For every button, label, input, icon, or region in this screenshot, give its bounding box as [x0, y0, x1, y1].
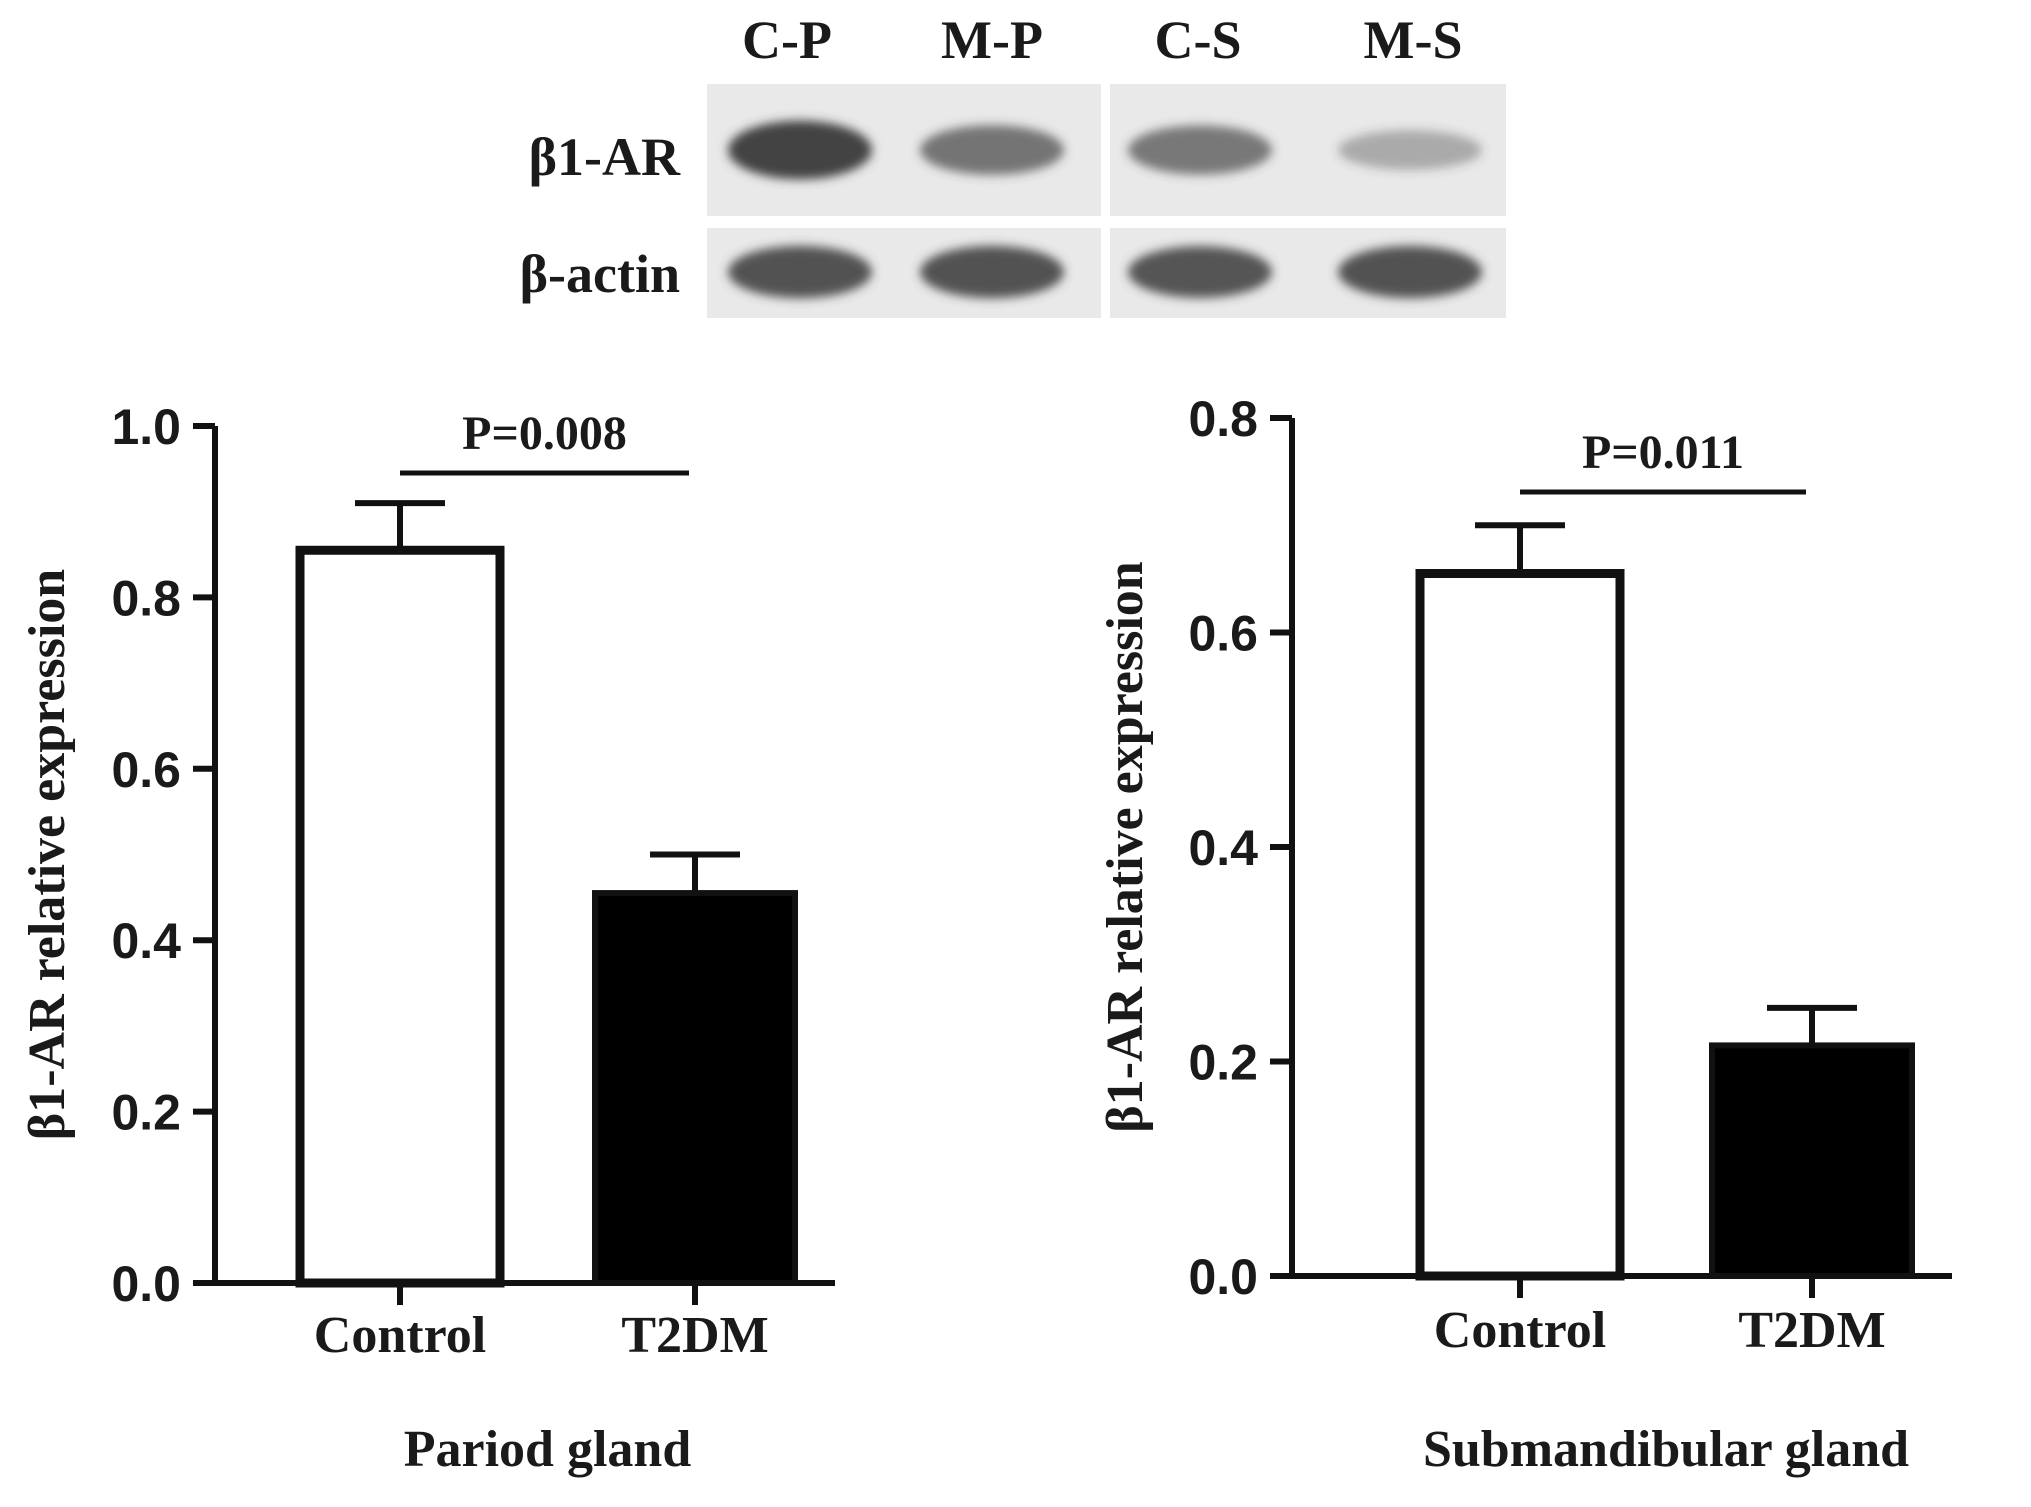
- blot-bands: [728, 120, 1482, 299]
- y-tick-label: 1.0: [111, 399, 181, 455]
- lane-label-m-s: M-S: [1364, 10, 1463, 70]
- x-tick-label: T2DM: [621, 1307, 768, 1364]
- band-beta-actin-m-p: [920, 245, 1064, 299]
- bar-control: [295, 545, 505, 1288]
- lane-label-c-s: C-S: [1154, 10, 1241, 70]
- band-beta-actin-c-p: [728, 245, 872, 299]
- band-beta-actin-c-s: [1128, 246, 1272, 298]
- band-beta1-ar-c-p: [728, 120, 872, 180]
- y-tick-label: 0.4: [111, 913, 181, 969]
- y-axis-label: β1-AR relative expression: [1097, 561, 1154, 1132]
- y-tick-label: 0.8: [1188, 391, 1258, 447]
- bar-t2dm: [592, 890, 798, 1286]
- y-tick-label: 0.8: [111, 570, 181, 626]
- y-tick-label: 0.6: [111, 742, 181, 798]
- x-tick-label: T2DM: [1738, 1302, 1885, 1359]
- x-tick-label: Control: [314, 1307, 486, 1364]
- bar-t2dm: [1709, 1042, 1915, 1279]
- row-label-beta1-ar: β1-AR: [529, 127, 681, 187]
- western-blot: C-P M-P C-S M-S β1-AR β-actin: [520, 10, 1506, 318]
- chart-pariod-gland: β1-AR relative expression Pariod gland 0…: [19, 399, 835, 1478]
- y-axis-label: β1-AR relative expression: [19, 569, 76, 1140]
- y-tick-label: 0.2: [111, 1085, 181, 1141]
- band-beta1-ar-m-p: [920, 125, 1064, 175]
- band-beta1-ar-m-s: [1338, 130, 1482, 170]
- y-tick-label: 0.0: [111, 1256, 181, 1312]
- x-axis-label: Submandibular gland: [1423, 1421, 1909, 1478]
- y-tick-label: 0.4: [1188, 820, 1258, 876]
- y-tick-label: 0.2: [1188, 1035, 1258, 1091]
- row-label-beta-actin: β-actin: [520, 244, 680, 304]
- x-tick-label: Control: [1434, 1302, 1606, 1359]
- band-beta-actin-m-s: [1338, 245, 1482, 299]
- bar-control: [1415, 569, 1625, 1281]
- p-value-annotation: P=0.008: [462, 407, 627, 460]
- chart-submandibular-gland: β1-AR relative expression Submandibular …: [1097, 391, 1952, 1478]
- lane-label-c-p: C-P: [742, 10, 832, 70]
- band-beta1-ar-c-s: [1128, 125, 1272, 175]
- y-tick-label: 0.6: [1188, 606, 1258, 662]
- y-tick-label: 0.0: [1188, 1249, 1258, 1305]
- x-axis-label: Pariod gland: [404, 1421, 692, 1478]
- p-value-annotation: P=0.011: [1582, 426, 1744, 479]
- lane-label-m-p: M-P: [941, 10, 1043, 70]
